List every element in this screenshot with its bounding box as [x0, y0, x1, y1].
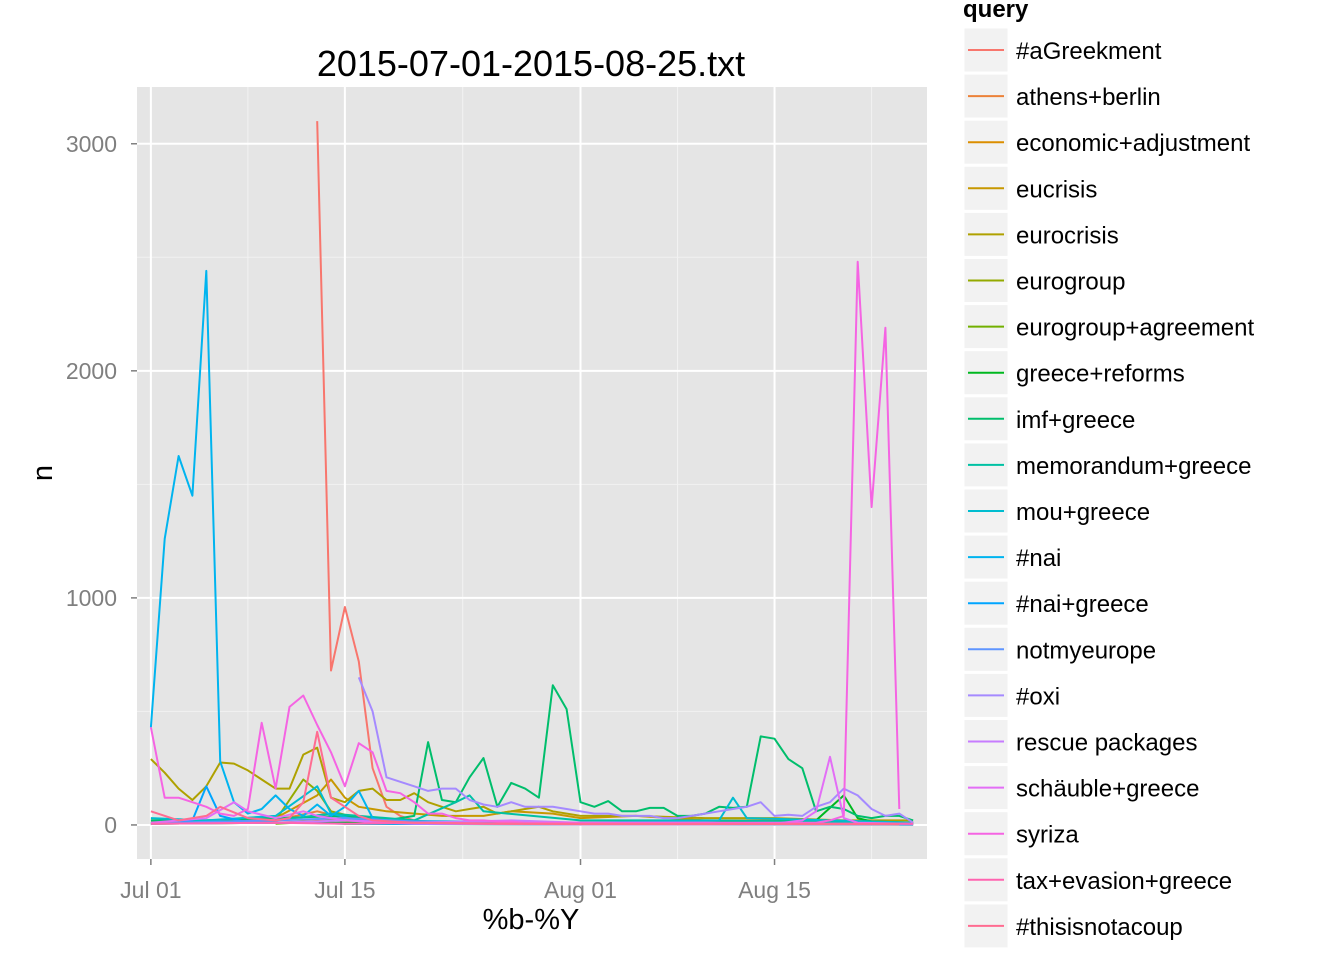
legend-label: rescue packages: [1016, 730, 1197, 757]
legend-label: #oxi: [1016, 683, 1060, 710]
series-line: [150, 684, 914, 822]
legend-label: #thisisnotacoup: [1016, 914, 1183, 941]
x-tick-label: Aug 15: [738, 877, 811, 903]
legend-label: eurogroup+agreement: [1016, 315, 1255, 342]
legend-label: memorandum+greece: [1016, 453, 1251, 480]
legend-label: eurocrisis: [1016, 222, 1119, 249]
panel-background: [137, 87, 927, 859]
legend: query #aGreekment athens+berlin economic+a…: [963, 0, 1255, 949]
series-line: [150, 730, 900, 826]
y-axis-title: n: [27, 465, 59, 481]
legend-title: query: [963, 0, 1029, 23]
axes: 0 1000 2000 3000 Jul 01 Jul 15 Aug 01 Aug 15: [66, 131, 811, 903]
series-lines: [149, 121, 914, 826]
legend-label: athens+berlin: [1016, 84, 1161, 111]
legend-label: notmyeurope: [1016, 637, 1156, 664]
legend-label: eurogroup: [1016, 269, 1125, 296]
legend-label: syriza: [1016, 822, 1079, 849]
grid: [137, 87, 927, 859]
y-tick-label: 1000: [66, 585, 117, 611]
series-line: [150, 746, 914, 822]
x-tick-label: Jul 01: [120, 877, 181, 903]
legend-label: mou+greece: [1016, 499, 1150, 526]
legend-label: schäuble+greece: [1016, 776, 1199, 803]
y-tick-label: 0: [104, 812, 117, 838]
legend-label: economic+adjustment: [1016, 130, 1250, 157]
y-tick-label: 3000: [66, 131, 117, 157]
x-tick-label: Jul 15: [314, 877, 375, 903]
chart-title: 2015-07-01-2015-08-25.txt: [317, 43, 745, 84]
series-line: [150, 794, 914, 824]
y-tick-label: 2000: [66, 358, 117, 384]
legend-label: greece+reforms: [1016, 361, 1185, 388]
legend-label: eucrisis: [1016, 176, 1097, 203]
x-tick-label: Aug 01: [544, 877, 617, 903]
legend-label: imf+greece: [1016, 407, 1135, 434]
legend-label: #aGreekment: [1016, 38, 1162, 65]
x-axis-title: %b-%Y: [483, 904, 580, 936]
legend-label: #nai: [1016, 545, 1061, 572]
legend-label: tax+evasion+greece: [1016, 868, 1232, 895]
legend-label: #nai+greece: [1016, 591, 1149, 618]
series-line: [357, 677, 914, 824]
series-line: [150, 755, 914, 826]
series-line: [149, 260, 901, 824]
